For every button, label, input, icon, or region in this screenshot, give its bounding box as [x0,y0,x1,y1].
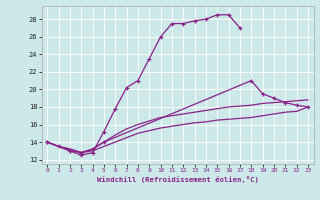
X-axis label: Windchill (Refroidissement éolien,°C): Windchill (Refroidissement éolien,°C) [97,176,259,183]
